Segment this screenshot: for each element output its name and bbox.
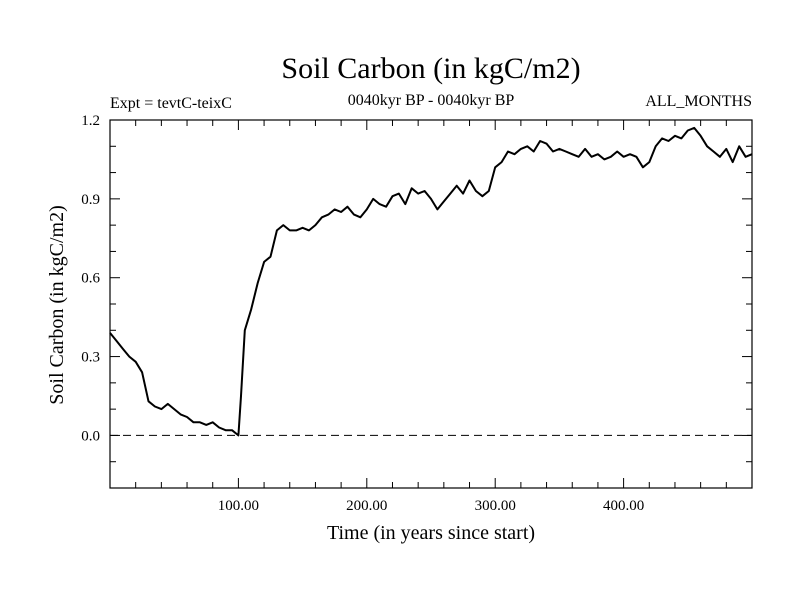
x-tick-label: 200.00 <box>346 498 387 514</box>
y-axis-label: Soil Carbon (in kgC/m2) <box>46 205 68 404</box>
series-line <box>109 126 753 437</box>
chart-subtitle: 0040kyr BP - 0040kyr BP <box>348 92 515 109</box>
y-tick-label: 1.2 <box>81 113 100 129</box>
x-axis-label: Time (in years since start) <box>327 522 535 544</box>
y-tick-label: 0.3 <box>81 350 100 366</box>
x-ticks <box>135 120 727 488</box>
y-tick-label: 0.0 <box>81 428 100 444</box>
plot-frame <box>109 119 753 489</box>
x-tick-label: 300.00 <box>475 498 516 514</box>
y-ticks <box>110 145 752 463</box>
experiment-label: Expt = tevtC-teixC <box>110 95 232 112</box>
x-tick-labels: 100.00 200.00 300.00 400.00 <box>218 498 644 514</box>
x-tick-label: 400.00 <box>603 498 644 514</box>
chart-title: Soil Carbon (in kgC/m2) <box>281 52 580 85</box>
x-tick-label: 100.00 <box>218 498 259 514</box>
y-tick-labels: 0.0 0.3 0.6 0.9 1.2 <box>81 113 100 444</box>
months-label: ALL_MONTHS <box>645 93 752 110</box>
y-tick-label: 0.9 <box>81 192 100 208</box>
y-tick-label: 0.6 <box>81 271 100 287</box>
